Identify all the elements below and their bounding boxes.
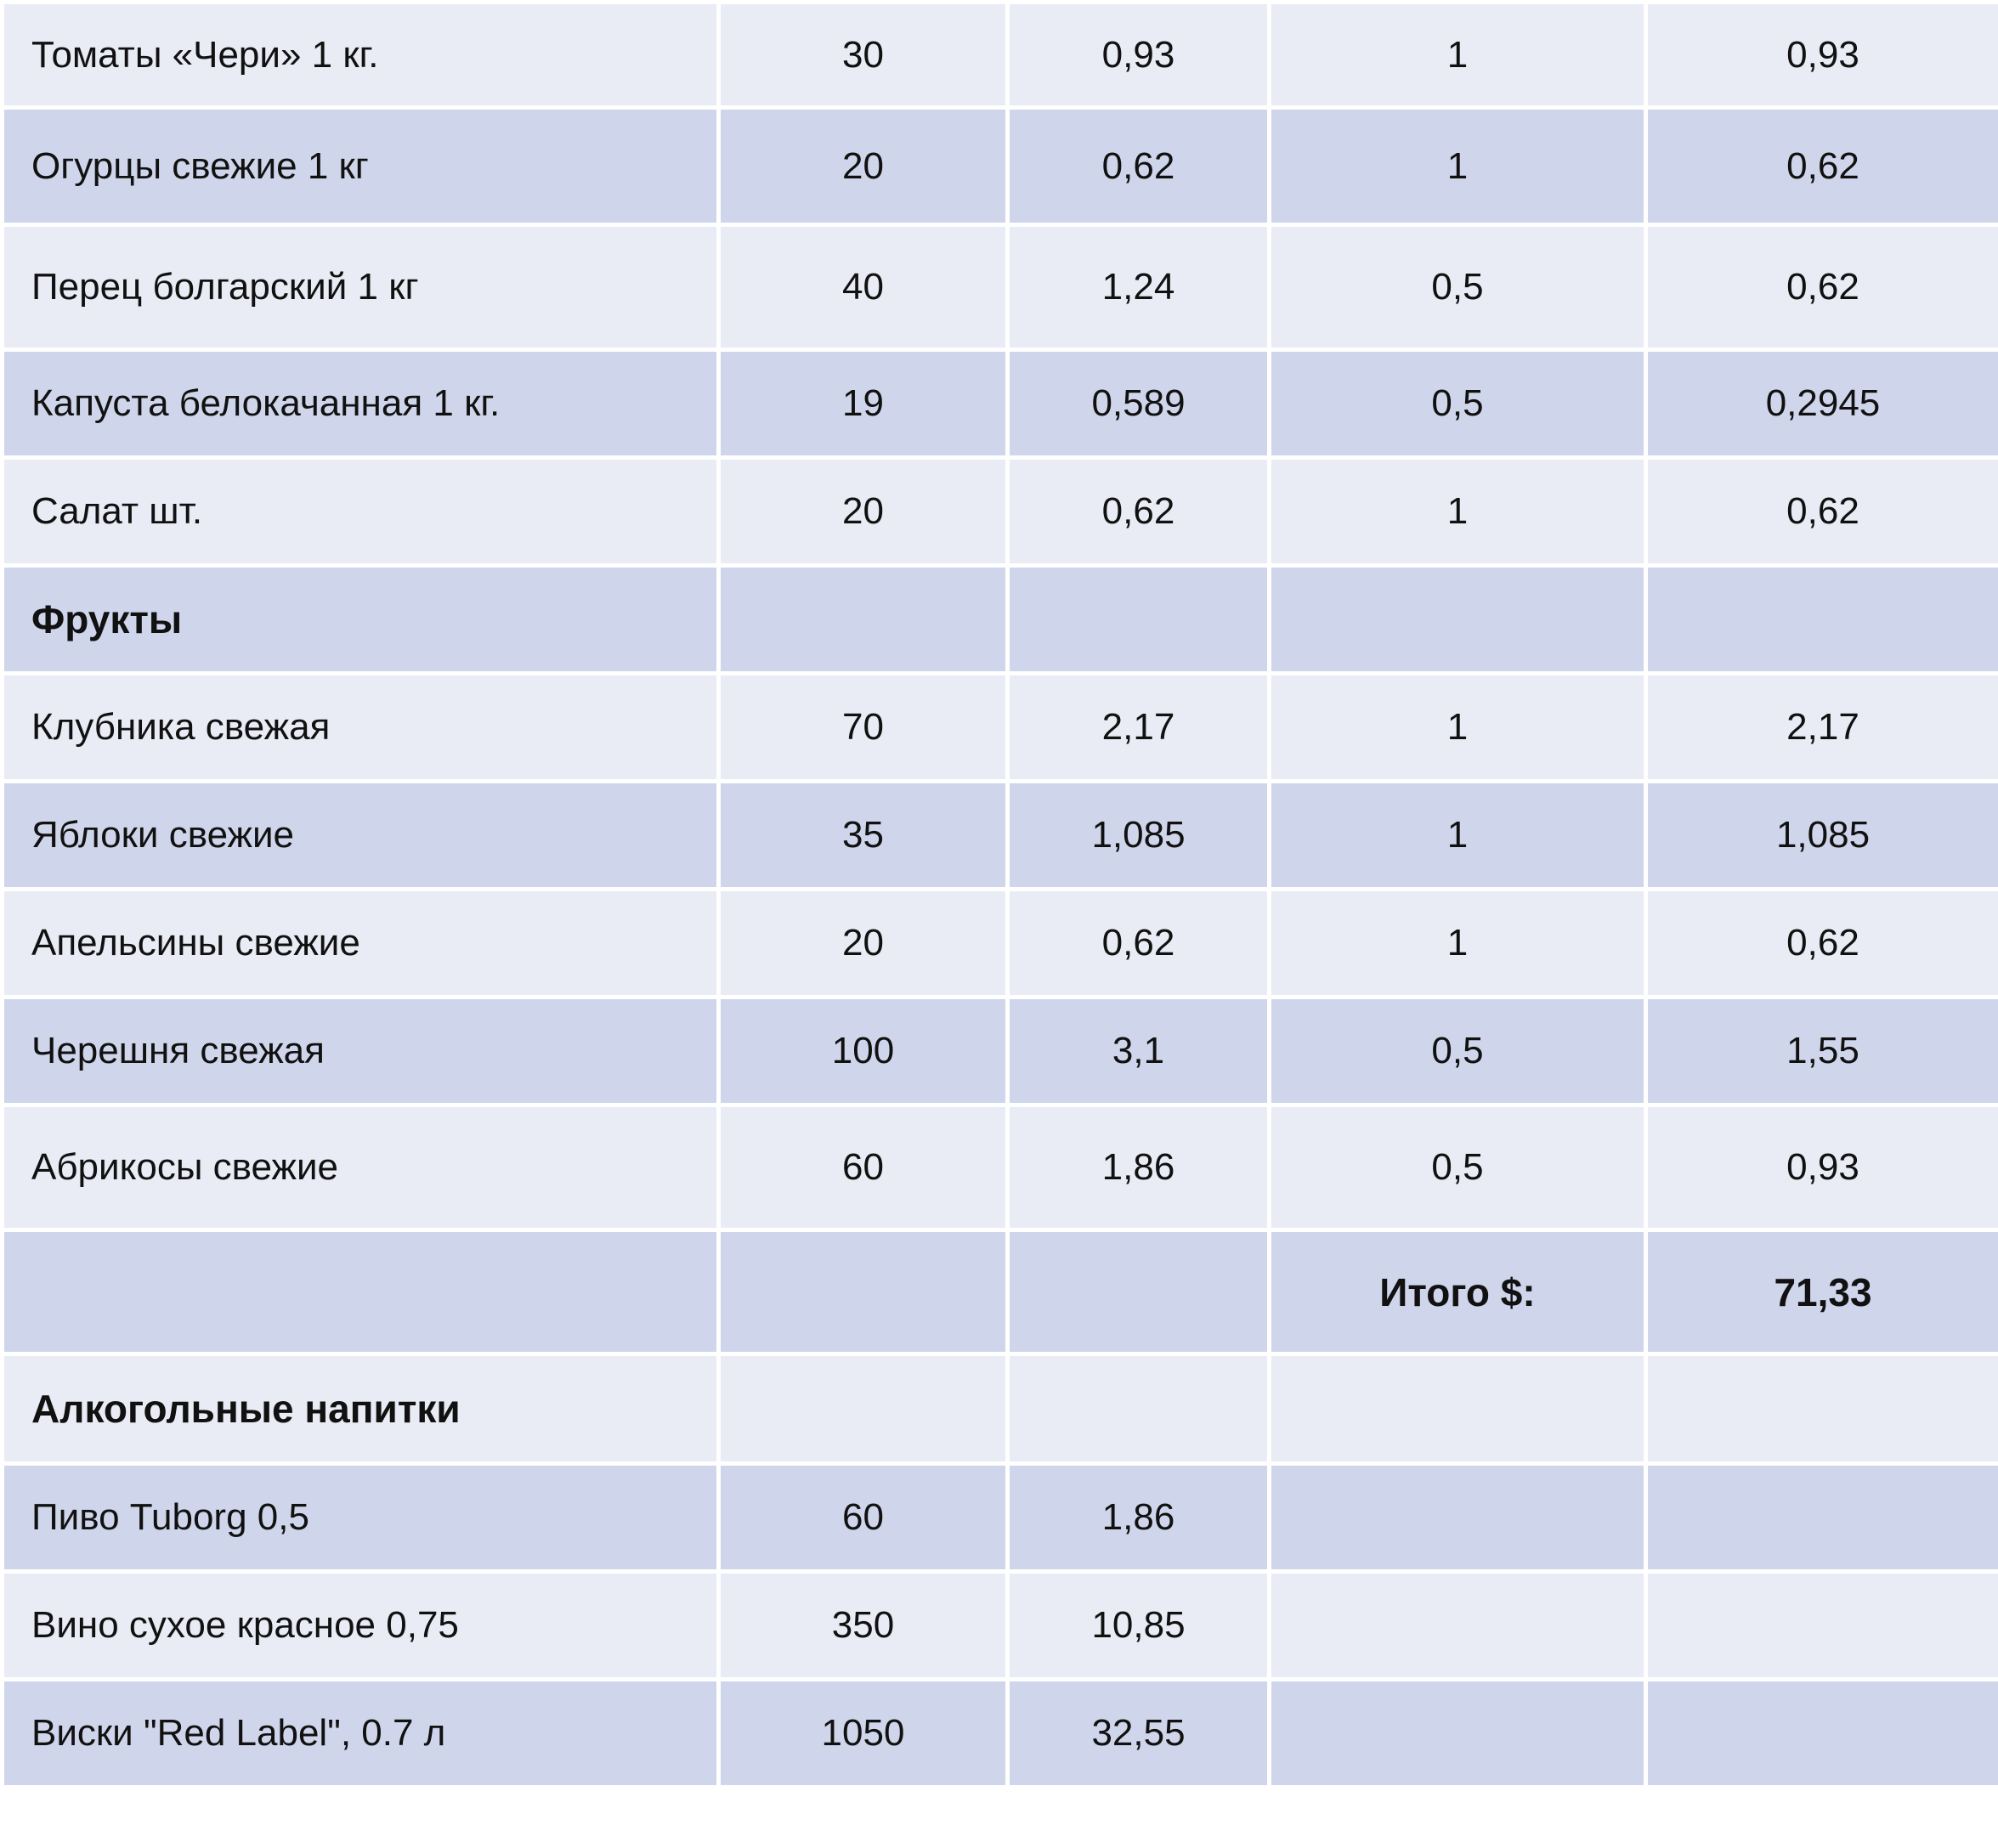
usd-price-cell: 1,86 (1005, 1103, 1271, 1232)
table-row: Абрикосы свежие 60 1,86 0,5 0,93 (0, 1103, 1998, 1232)
section-header-row: Алкогольные напитки (0, 1352, 1998, 1466)
sum-cell: 0,62 (1644, 455, 1998, 568)
price-cell (716, 1228, 1010, 1356)
product-table: Томаты «Чери» 1 кг. 30 0,93 1 0,93 Огурцы све… (0, 0, 1998, 1789)
usd-price-cell: 0,93 (1005, 0, 1271, 110)
price-cell: 40 (716, 223, 1010, 352)
usd-price-cell (1005, 1352, 1271, 1466)
sum-cell: 1,085 (1644, 779, 1998, 891)
quantity-cell: 1 (1267, 455, 1648, 568)
sum-cell: 0,93 (1644, 1103, 1998, 1232)
sum-cell: 0,62 (1644, 223, 1998, 352)
sum-cell: 0,2945 (1644, 348, 1998, 460)
table-row: Яблоки свежие 35 1,085 1 1,085 (0, 779, 1998, 891)
item-name-cell: Виски "Red Label", 0.7 л (0, 1677, 721, 1789)
sum-cell (1644, 1569, 1998, 1681)
usd-price-cell: 2,17 (1005, 671, 1271, 783)
section-header-row: Фрукты (0, 563, 1998, 675)
quantity-cell: 1 (1267, 0, 1648, 110)
table-row: Виски "Red Label", 0.7 л 1050 32,55 (0, 1677, 1998, 1789)
usd-price-cell: 0,62 (1005, 887, 1271, 999)
section-title: Фрукты (0, 563, 721, 675)
usd-price-cell: 1,24 (1005, 223, 1271, 352)
sum-cell: 2,17 (1644, 671, 1998, 783)
item-name-cell: Томаты «Чери» 1 кг. (0, 0, 721, 110)
price-cell: 20 (716, 455, 1010, 568)
quantity-cell: 1 (1267, 105, 1648, 227)
price-cell: 30 (716, 0, 1010, 110)
section-title: Алкогольные напитки (0, 1352, 721, 1466)
item-name-cell: Капуста белокачанная 1 кг. (0, 348, 721, 460)
total-value: 71,33 (1644, 1228, 1998, 1356)
sum-cell (1644, 1677, 1998, 1789)
quantity-cell (1267, 1569, 1648, 1681)
price-cell: 1050 (716, 1677, 1010, 1789)
quantity-cell: 0,5 (1267, 223, 1648, 352)
usd-price-cell: 0,589 (1005, 348, 1271, 460)
sum-cell: 0,62 (1644, 887, 1998, 999)
table-row: Томаты «Чери» 1 кг. 30 0,93 1 0,93 (0, 0, 1998, 110)
usd-price-cell: 3,1 (1005, 995, 1271, 1107)
total-row: Итого $: 71,33 (0, 1228, 1998, 1356)
quantity-cell (1267, 1352, 1648, 1466)
table-row: Перец болгарский 1 кг 40 1,24 0,5 0,62 (0, 223, 1998, 352)
usd-price-cell (1005, 563, 1271, 675)
item-name-cell: Пиво Tuborg 0,5 (0, 1461, 721, 1574)
usd-price-cell: 32,55 (1005, 1677, 1271, 1789)
table-row: Капуста белокачанная 1 кг. 19 0,589 0,5 0,29… (0, 348, 1998, 460)
quantity-cell (1267, 563, 1648, 675)
item-name-cell: Перец болгарский 1 кг (0, 223, 721, 352)
usd-price-cell (1005, 1228, 1271, 1356)
item-name-cell: Салат шт. (0, 455, 721, 568)
table-row: Салат шт. 20 0,62 1 0,62 (0, 455, 1998, 568)
price-cell: 100 (716, 995, 1010, 1107)
sum-cell: 0,62 (1644, 105, 1998, 227)
item-name-cell: Черешня свежая (0, 995, 721, 1107)
usd-price-cell: 1,085 (1005, 779, 1271, 891)
table-row: Пиво Tuborg 0,5 60 1,86 (0, 1461, 1998, 1574)
quantity-cell: 1 (1267, 887, 1648, 999)
sum-cell (1644, 1461, 1998, 1574)
item-name-cell: Клубника свежая (0, 671, 721, 783)
quantity-cell: 0,5 (1267, 1103, 1648, 1232)
price-cell: 70 (716, 671, 1010, 783)
usd-price-cell: 0,62 (1005, 105, 1271, 227)
table-row: Огурцы свежие 1 кг 20 0,62 1 0,62 (0, 105, 1998, 227)
price-cell: 20 (716, 887, 1010, 999)
price-cell: 60 (716, 1461, 1010, 1574)
item-name-cell: Яблоки свежие (0, 779, 721, 891)
item-name-cell: Абрикосы свежие (0, 1103, 721, 1232)
quantity-cell: 0,5 (1267, 348, 1648, 460)
item-name-cell: Огурцы свежие 1 кг (0, 105, 721, 227)
price-cell: 19 (716, 348, 1010, 460)
item-name-cell: Апельсины свежие (0, 887, 721, 999)
sum-cell (1644, 563, 1998, 675)
quantity-cell (1267, 1677, 1648, 1789)
quantity-cell: 1 (1267, 671, 1648, 783)
usd-price-cell: 0,62 (1005, 455, 1271, 568)
price-cell: 35 (716, 779, 1010, 891)
sum-cell (1644, 1352, 1998, 1466)
usd-price-cell: 1,86 (1005, 1461, 1271, 1574)
quantity-cell: 0,5 (1267, 995, 1648, 1107)
price-cell: 60 (716, 1103, 1010, 1232)
table-row: Черешня свежая 100 3,1 0,5 1,55 (0, 995, 1998, 1107)
price-cell: 350 (716, 1569, 1010, 1681)
price-cell (716, 1352, 1010, 1466)
table-body: Томаты «Чери» 1 кг. 30 0,93 1 0,93 Огурцы све… (0, 0, 1998, 1789)
table-row: Апельсины свежие 20 0,62 1 0,62 (0, 887, 1998, 999)
item-name-cell: Вино сухое красное 0,75 (0, 1569, 721, 1681)
sum-cell: 1,55 (1644, 995, 1998, 1107)
sum-cell: 0,93 (1644, 0, 1998, 110)
usd-price-cell: 10,85 (1005, 1569, 1271, 1681)
quantity-cell (1267, 1461, 1648, 1574)
total-label: Итого $: (1267, 1228, 1648, 1356)
price-cell (716, 563, 1010, 675)
table-row: Вино сухое красное 0,75 350 10,85 (0, 1569, 1998, 1681)
table-row: Клубника свежая 70 2,17 1 2,17 (0, 671, 1998, 783)
quantity-cell: 1 (1267, 779, 1648, 891)
price-cell: 20 (716, 105, 1010, 227)
item-name-cell (0, 1228, 721, 1356)
